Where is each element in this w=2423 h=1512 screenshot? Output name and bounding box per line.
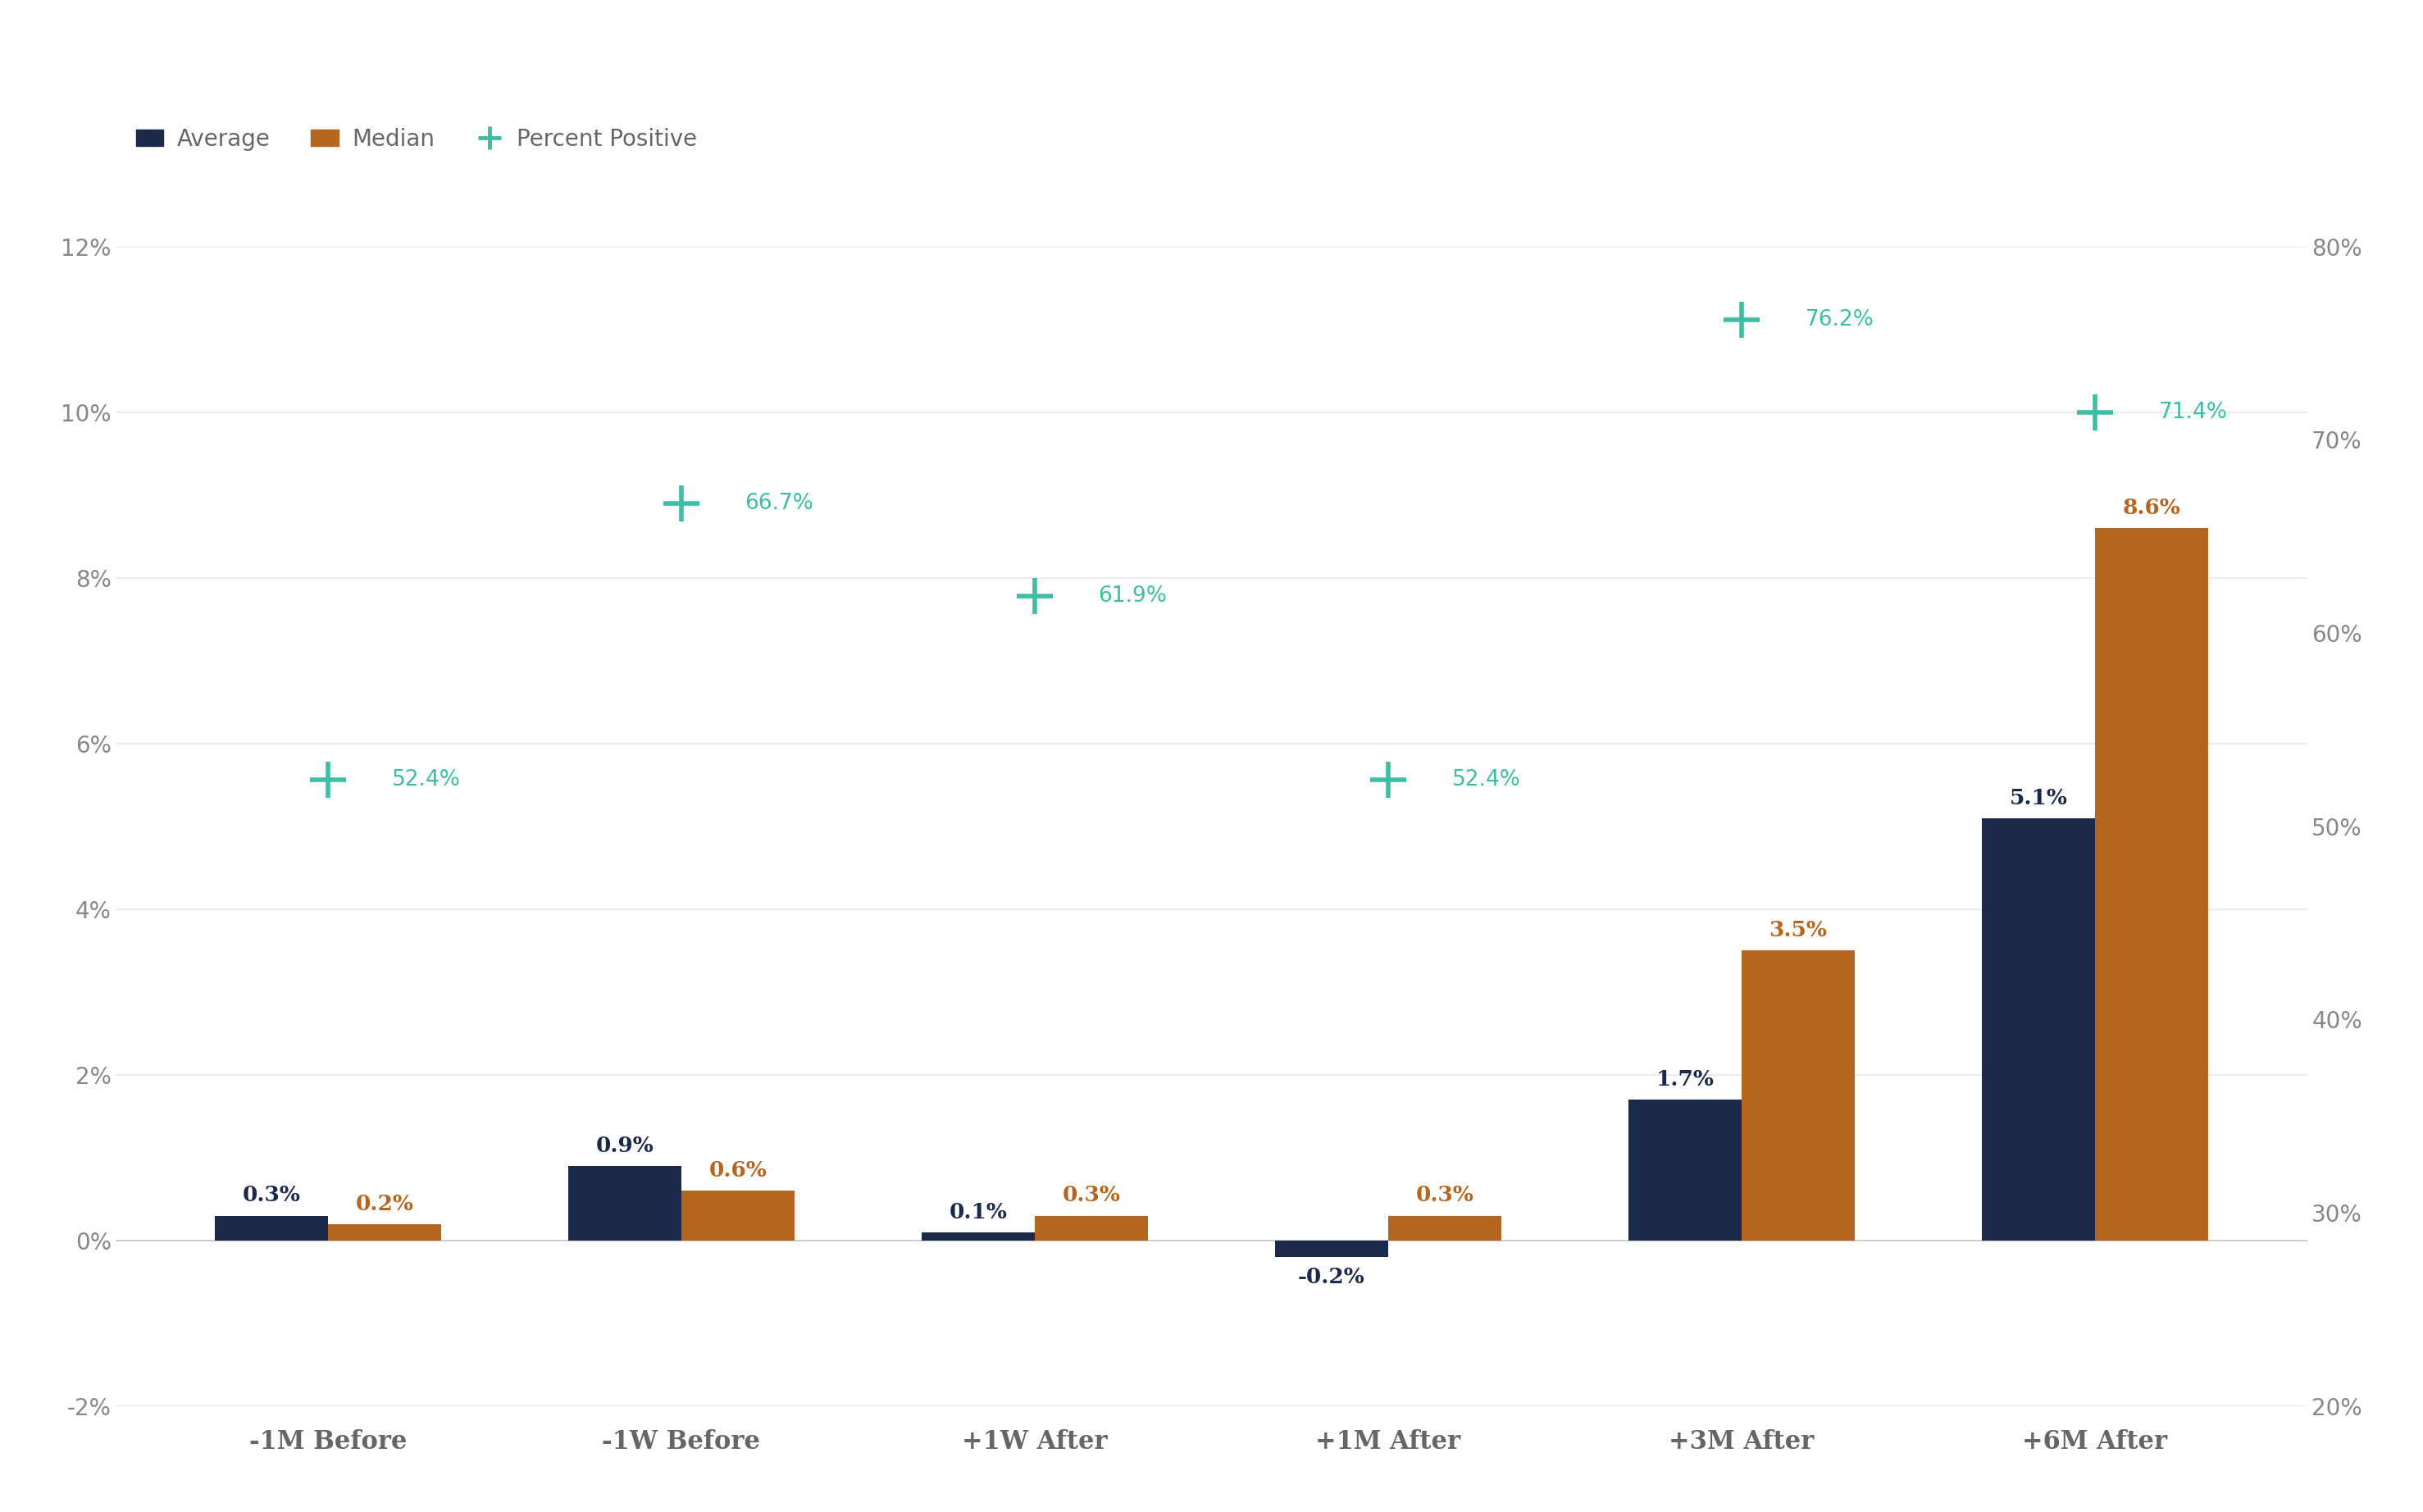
Text: 8.6%: 8.6% (2123, 497, 2181, 519)
Text: 0.2%: 0.2% (356, 1193, 414, 1214)
Bar (2096, 528, 2207, 1240)
Bar (921, 1232, 1035, 1240)
Bar (569, 1166, 681, 1240)
Text: 71.4%: 71.4% (2159, 402, 2227, 423)
Text: 5.1%: 5.1% (2009, 788, 2067, 807)
Bar (327, 1223, 441, 1240)
Text: 0.3%: 0.3% (1415, 1185, 1473, 1205)
Text: 0.9%: 0.9% (596, 1136, 654, 1157)
Text: 61.9%: 61.9% (1098, 585, 1168, 606)
Text: 0.3%: 0.3% (1061, 1185, 1119, 1205)
Bar (1274, 1240, 1388, 1256)
Legend: Average, Median, Percent Positive: Average, Median, Percent Positive (126, 118, 708, 160)
Text: 52.4%: 52.4% (1451, 770, 1522, 791)
Text: 66.7%: 66.7% (744, 493, 814, 514)
Bar (1742, 951, 1854, 1240)
Text: -0.2%: -0.2% (1299, 1267, 1364, 1288)
Bar (681, 1191, 795, 1240)
Bar (1035, 1216, 1149, 1240)
Text: 0.1%: 0.1% (950, 1202, 1008, 1222)
Text: 76.2%: 76.2% (1805, 310, 1873, 331)
Bar (1628, 1099, 1742, 1240)
Text: 0.3%: 0.3% (242, 1185, 300, 1205)
Text: 3.5%: 3.5% (1769, 921, 1827, 940)
Text: 52.4%: 52.4% (393, 770, 460, 791)
Text: 1.7%: 1.7% (1655, 1069, 1713, 1090)
Bar (1388, 1216, 1502, 1240)
Bar (216, 1216, 327, 1240)
Text: 0.6%: 0.6% (710, 1160, 768, 1181)
Bar (1982, 818, 2096, 1240)
